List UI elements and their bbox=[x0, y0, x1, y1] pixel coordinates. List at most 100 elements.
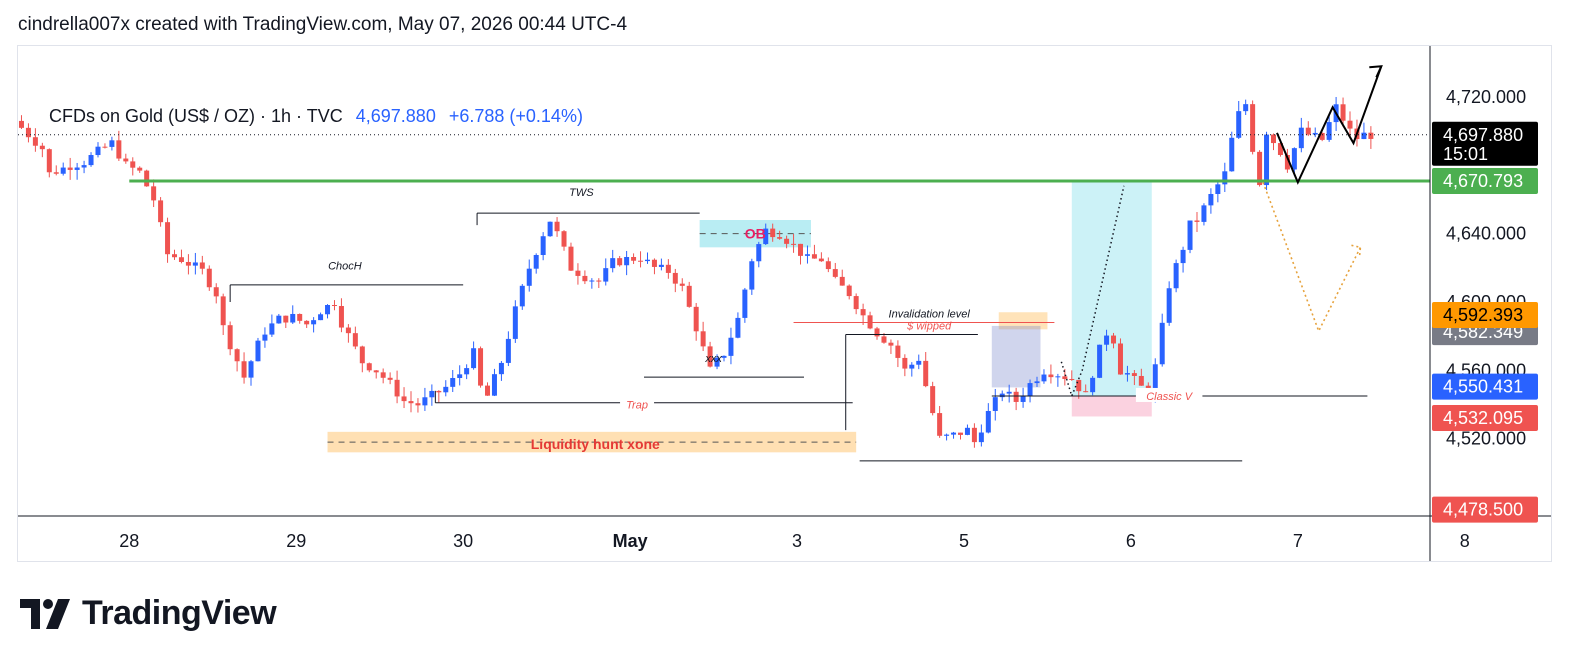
candle-body bbox=[526, 268, 532, 286]
candle-body bbox=[1152, 364, 1158, 395]
candle-body bbox=[25, 127, 31, 138]
tradingview-logo[interactable]: TradingView bbox=[20, 594, 277, 633]
candle bbox=[1131, 369, 1137, 386]
candle bbox=[32, 128, 38, 152]
candle-body bbox=[631, 256, 637, 261]
candle-body bbox=[763, 228, 769, 245]
candle-body bbox=[464, 368, 470, 375]
candle-body bbox=[359, 346, 365, 364]
candle bbox=[74, 162, 80, 180]
candle-body bbox=[568, 246, 574, 271]
candle bbox=[262, 327, 268, 348]
candle-body bbox=[165, 222, 171, 255]
candle bbox=[1097, 344, 1103, 379]
candle bbox=[436, 390, 442, 403]
candle-body bbox=[944, 434, 950, 436]
candle-body bbox=[714, 357, 720, 367]
candle-body bbox=[985, 410, 991, 433]
price-chart[interactable]: ChocH TWS OB xxx Trap Liquidity hunt xone Inva… bbox=[18, 46, 1551, 561]
candle bbox=[1006, 384, 1012, 403]
candle bbox=[992, 388, 998, 421]
x-tick-label: 6 bbox=[1126, 531, 1136, 551]
candle bbox=[1083, 384, 1089, 393]
candle-body bbox=[561, 231, 567, 247]
candle-body bbox=[964, 427, 970, 435]
candle bbox=[937, 405, 943, 438]
candle-body bbox=[1027, 383, 1033, 396]
price-badge-bg bbox=[1432, 405, 1538, 432]
candle bbox=[735, 312, 741, 339]
price-badge-label: 4,478.500 bbox=[1443, 500, 1523, 520]
annotation-label: $ wipped bbox=[906, 320, 952, 332]
candle-body bbox=[1104, 335, 1110, 345]
candle bbox=[756, 241, 762, 268]
candle bbox=[457, 365, 463, 386]
drawings-layer: ChocH TWS OB xxx Trap Liquidity hunt xone Inva… bbox=[18, 65, 1430, 462]
candle bbox=[373, 370, 379, 379]
candle-body bbox=[839, 276, 845, 286]
candle bbox=[1250, 100, 1256, 155]
x-tick-label: 30 bbox=[453, 531, 473, 551]
candle bbox=[311, 317, 317, 333]
candle bbox=[46, 148, 52, 178]
classic-v-dotted bbox=[1060, 185, 1125, 399]
candle-body bbox=[575, 270, 581, 276]
candle bbox=[832, 262, 838, 279]
candle bbox=[610, 249, 616, 273]
candle bbox=[964, 424, 970, 436]
candle-body bbox=[137, 167, 143, 171]
candle bbox=[909, 362, 915, 377]
candle bbox=[338, 298, 344, 333]
candle bbox=[916, 354, 922, 370]
candle bbox=[902, 354, 908, 377]
chart-frame[interactable]: ChocH TWS OB xxx Trap Liquidity hunt xone Inva… bbox=[17, 45, 1552, 562]
candle bbox=[728, 327, 734, 365]
candle-body bbox=[130, 161, 136, 168]
candle-body bbox=[276, 315, 282, 324]
candle-body bbox=[199, 262, 205, 269]
candle bbox=[770, 223, 776, 242]
candle-body bbox=[478, 348, 484, 386]
candle-body bbox=[1298, 127, 1304, 149]
candle-body bbox=[1138, 375, 1144, 386]
candle bbox=[763, 223, 769, 246]
candle-body bbox=[352, 333, 358, 347]
candle-body bbox=[290, 313, 296, 323]
price-badge-bg bbox=[1432, 301, 1538, 328]
candle bbox=[1201, 203, 1207, 226]
candle-body bbox=[373, 370, 379, 373]
annotation-label: Trap bbox=[626, 400, 648, 412]
candle-body bbox=[1131, 373, 1137, 376]
candle bbox=[401, 387, 407, 409]
candle-body bbox=[874, 328, 880, 337]
candle bbox=[165, 217, 171, 263]
candle bbox=[985, 403, 991, 434]
tradingview-logo-icon bbox=[20, 598, 70, 629]
zones-layer bbox=[327, 181, 1152, 453]
candle bbox=[957, 432, 963, 440]
candle-body bbox=[39, 145, 45, 150]
candle-body bbox=[784, 238, 790, 244]
candle-body bbox=[770, 228, 776, 238]
candle-body bbox=[603, 268, 609, 282]
candle bbox=[1236, 100, 1242, 139]
candle bbox=[714, 354, 720, 370]
candle-body bbox=[1347, 120, 1353, 129]
candle bbox=[658, 258, 664, 271]
candle bbox=[206, 265, 212, 291]
candle bbox=[255, 337, 261, 362]
candle bbox=[721, 355, 727, 362]
candle bbox=[846, 284, 852, 300]
candle-body bbox=[610, 258, 616, 269]
y-tick-label: 4,640.000 bbox=[1446, 224, 1526, 244]
candle bbox=[651, 258, 657, 275]
candle bbox=[81, 160, 87, 174]
candle-body bbox=[318, 314, 324, 321]
candle-body bbox=[213, 287, 219, 297]
candle bbox=[109, 136, 115, 151]
candle-body bbox=[596, 280, 602, 282]
candle-body bbox=[902, 357, 908, 369]
candle bbox=[304, 320, 310, 328]
candle-body bbox=[1222, 171, 1228, 185]
candle bbox=[158, 197, 164, 227]
